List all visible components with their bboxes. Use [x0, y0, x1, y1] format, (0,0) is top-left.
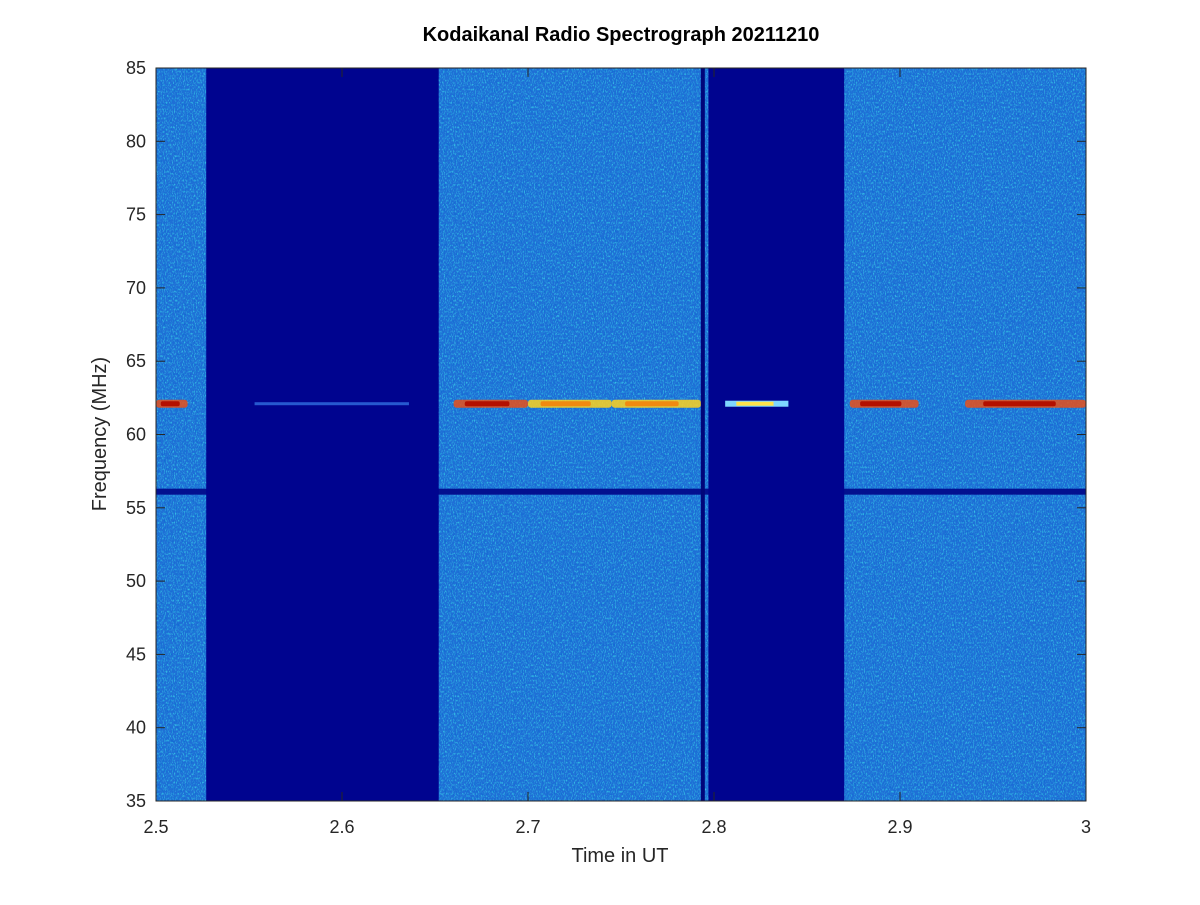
- x-tick-label: 2.8: [701, 817, 726, 837]
- x-tick-label: 2.9: [887, 817, 912, 837]
- narrow-gap-0: [700, 68, 705, 801]
- gap-emission-core: [736, 401, 774, 406]
- emission-core-3: [540, 401, 591, 407]
- x-tick-label: 2.6: [329, 817, 354, 837]
- y-tick-label: 40: [126, 718, 146, 738]
- x-tick-label: 2.5: [143, 817, 168, 837]
- y-axis-label: Frequency (MHz): [89, 357, 111, 511]
- y-tick-label: 35: [126, 791, 146, 811]
- y-tick-label: 85: [126, 58, 146, 78]
- x-axis-label: Time in UT: [571, 845, 668, 867]
- y-tick-label: 65: [126, 351, 146, 371]
- y-tick-label: 70: [126, 278, 146, 298]
- x-tick-label: 2.7: [515, 817, 540, 837]
- y-tick-label: 80: [126, 131, 146, 151]
- no-data-interval-0: [206, 68, 439, 801]
- no-data-interval-1: [708, 68, 845, 801]
- emission-core-2: [464, 401, 510, 407]
- chart-title: Kodaikanal Radio Spectrograph 20211210: [423, 24, 820, 46]
- y-tick-label: 45: [126, 644, 146, 664]
- y-tick-label: 60: [126, 425, 146, 445]
- y-tick-label: 50: [126, 571, 146, 591]
- emission-core-0: [160, 401, 180, 407]
- emission-core-7: [983, 401, 1056, 407]
- emission-core-4: [625, 401, 679, 407]
- gap-faint-line: [254, 402, 409, 406]
- y-tick-label: 75: [126, 205, 146, 225]
- y-tick-label: 55: [126, 498, 146, 518]
- x-tick-label: 3: [1081, 817, 1091, 837]
- dark-band: [156, 488, 1086, 495]
- axes: 2.5 2.6 2.7 2.8 2.9 3 35 40 45 50 55 60 65 70 75 80 85: [126, 58, 1091, 837]
- spectrogram-image: [156, 68, 1086, 801]
- emission-core-6: [860, 401, 902, 407]
- plot-area: [156, 68, 1086, 801]
